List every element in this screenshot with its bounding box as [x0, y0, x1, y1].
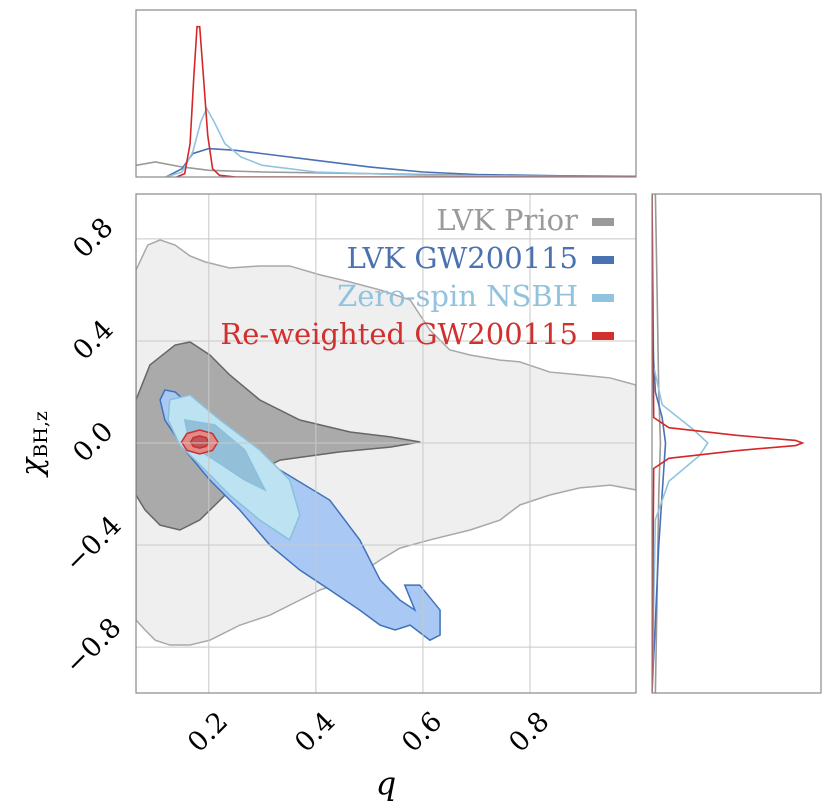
legend-label: Re-weighted GW200115	[220, 317, 578, 351]
y-tick-label: −0.4	[59, 510, 127, 578]
y-tick-label: 0.0	[67, 416, 119, 468]
plot-area	[652, 194, 805, 693]
y-tick-label: 0.4	[67, 314, 119, 366]
plot-area	[136, 194, 636, 693]
y-axis-label: χBH,z	[15, 411, 52, 478]
x-tick-label: 0.8	[503, 706, 555, 758]
frame	[651, 193, 822, 694]
y-axis-symbol: χ	[15, 456, 50, 478]
legend-swatch	[592, 294, 614, 302]
x-axis-label: q	[376, 765, 396, 803]
plot-area	[136, 25, 636, 177]
x-tick-label: 0.2	[182, 706, 234, 758]
density-line	[652, 194, 805, 693]
legend-swatch	[592, 256, 614, 264]
y-tick-label: −0.8	[59, 612, 127, 680]
legend-label: LVK GW200115	[347, 241, 578, 275]
x-tick-label: 0.4	[289, 706, 341, 758]
frame	[135, 193, 637, 694]
legend-swatch	[592, 332, 614, 340]
legend-label: LVK Prior	[436, 203, 578, 237]
x-tick-label: 0.6	[396, 706, 448, 758]
contour	[189, 435, 210, 449]
y-axis-subscript: BH,z	[30, 411, 52, 458]
density-line	[652, 194, 709, 693]
density-line	[176, 25, 636, 177]
legend-swatch	[592, 218, 614, 226]
density-line	[165, 106, 636, 177]
contour	[136, 341, 421, 531]
legend-label: Zero-spin NSBH	[337, 279, 578, 313]
frame	[135, 9, 637, 178]
y-tick-label: 0.8	[67, 212, 119, 264]
